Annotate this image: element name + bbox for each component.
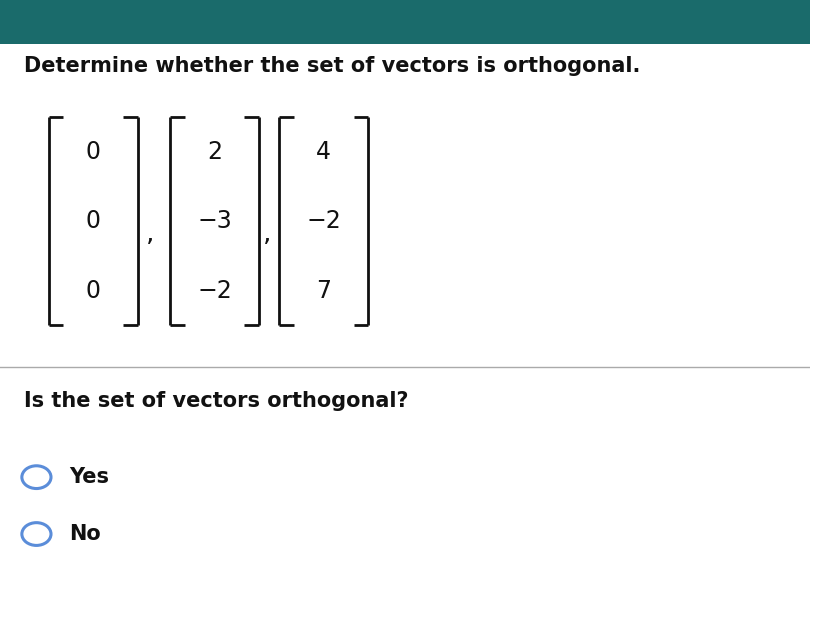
Text: ,: ,: [146, 221, 154, 247]
Text: −2: −2: [197, 279, 232, 303]
Text: −3: −3: [197, 209, 232, 233]
Text: 2: 2: [207, 140, 222, 164]
Text: 0: 0: [85, 279, 101, 303]
Text: 0: 0: [85, 140, 101, 164]
Text: −2: −2: [306, 209, 341, 233]
Text: 0: 0: [85, 209, 101, 233]
Text: Is the set of vectors orthogonal?: Is the set of vectors orthogonal?: [24, 391, 409, 411]
Text: ,: ,: [263, 221, 271, 247]
Text: 4: 4: [317, 140, 331, 164]
Text: Yes: Yes: [69, 467, 109, 487]
Text: Determine whether the set of vectors is orthogonal.: Determine whether the set of vectors is …: [24, 56, 641, 76]
Bar: [0, 0, 810, 44]
Text: No: No: [69, 524, 101, 544]
Text: 7: 7: [317, 279, 331, 303]
